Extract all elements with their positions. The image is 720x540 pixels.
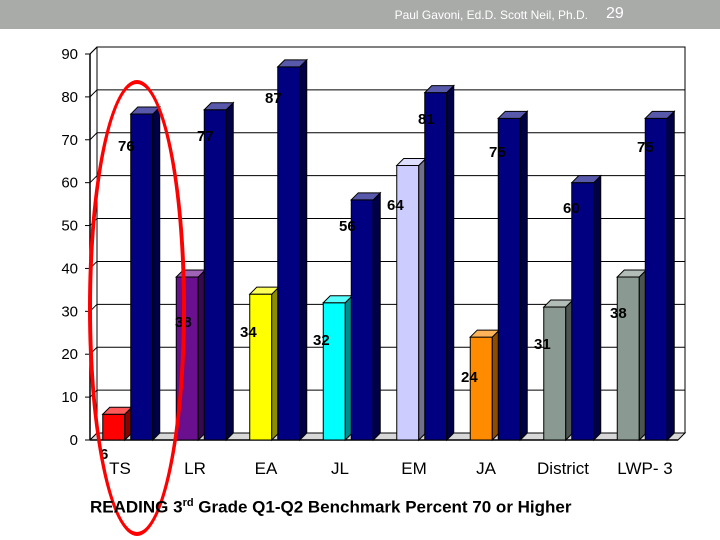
chart-caption: READING 3rd Grade Q1-Q2 Benchmark Percen…	[90, 497, 572, 518]
x-tick-label: District	[537, 459, 589, 478]
bar-q1-2	[248, 285, 280, 442]
y-tick-label: 30	[61, 303, 78, 320]
page-number: 29	[606, 5, 624, 22]
bar-q2-1-top	[203, 102, 235, 111]
data-label-q1-6: 31	[534, 336, 551, 353]
data-label-q2-3: 56	[339, 218, 356, 235]
y-tick-label: 40	[61, 260, 78, 277]
bar-q2-4-top	[423, 85, 455, 94]
x-tick-label: LR	[184, 459, 206, 478]
bar-q2-1-side	[225, 101, 234, 442]
data-label-q2-4: 81	[418, 111, 435, 128]
y-axis-top	[89, 46, 98, 55]
bar-q2-2	[276, 58, 308, 442]
bar-q1-2-front	[249, 293, 273, 441]
header-bar: Paul Gavoni, Ed.D. Scott Neil, Ph.D. 29	[0, 0, 720, 29]
data-label-q1-3: 32	[313, 332, 330, 349]
bar-q2-7-side	[666, 110, 675, 442]
bar-q2-6-top	[570, 175, 602, 184]
y-tick-label: 0	[70, 432, 78, 449]
bar-q2-6-front	[571, 182, 595, 441]
highlight-oval	[88, 80, 186, 536]
data-label-q1-2: 34	[240, 324, 257, 341]
x-tick-label: JA	[476, 459, 497, 478]
y-tick-label: 90	[61, 46, 78, 63]
bar-q2-5-front	[497, 117, 521, 441]
data-label-q2-7: 75	[637, 139, 654, 156]
x-tick-label: JL	[331, 459, 349, 478]
bar-q2-5	[497, 110, 529, 442]
bar-q1-7	[616, 268, 648, 442]
data-label-q1-5: 24	[461, 369, 478, 386]
bar-q1-5	[469, 328, 501, 442]
author-text: Paul Gavoni, Ed.D. Scott Neil, Ph.D.	[394, 8, 588, 22]
data-label-q2-2: 87	[265, 90, 282, 107]
y-tick-label: 10	[61, 389, 78, 406]
bar-q1-6	[542, 298, 574, 442]
bar-q2-3-front	[350, 199, 374, 441]
y-tick-label: 50	[61, 218, 78, 235]
bar-q1-3-front	[322, 302, 346, 441]
caption-suffix: Grade Q1-Q2 Benchmark Percent 70 or High…	[193, 497, 572, 517]
bar-q2-3	[350, 191, 382, 442]
bar-q2-2-front	[277, 66, 301, 441]
bar-q1-6-front	[543, 306, 567, 441]
bar-q2-2-top	[276, 59, 308, 68]
bar-q2-1	[203, 101, 235, 442]
y-tick-label: 80	[61, 89, 78, 106]
bar-q2-1-front	[203, 109, 227, 441]
caption-superscript: rd	[182, 497, 194, 509]
data-label-q1-7: 38	[610, 305, 627, 322]
bar-q1-4	[395, 157, 427, 442]
x-tick-label: EM	[401, 459, 427, 478]
bar-q2-7-front	[644, 117, 668, 441]
data-label-q1-4: 64	[387, 197, 404, 214]
bar-q1-7-front	[616, 276, 640, 441]
bar-q2-4	[423, 84, 455, 442]
bar-q1-3	[322, 294, 354, 442]
bar-q1-5-front	[469, 336, 493, 441]
bar-q2-6	[570, 174, 602, 442]
y-tick-label: 60	[61, 175, 78, 192]
gridline-side	[89, 132, 98, 141]
y-tick-label: 70	[61, 132, 78, 149]
bar-q2-7-top	[644, 110, 676, 119]
data-label-q2-5: 75	[489, 144, 506, 161]
bar-q2-3-top	[350, 192, 382, 201]
y-tick-label: 20	[61, 346, 78, 363]
caption-prefix: READING 3	[90, 497, 183, 517]
bar-q2-5-top	[497, 110, 529, 119]
gridline-side	[89, 89, 98, 98]
bar-q2-6-side	[593, 174, 602, 442]
bar-q2-2-side	[299, 58, 308, 442]
bar-q2-4-side	[446, 84, 455, 442]
x-tick-label: LWP- 3	[617, 459, 672, 478]
bar-q2-7	[644, 110, 676, 442]
bar-q2-3-side	[372, 191, 381, 442]
data-label-q2-6: 60	[563, 200, 580, 217]
x-tick-label: EA	[255, 459, 278, 478]
data-label-q2-1: 77	[197, 128, 214, 145]
bar-q2-4-front	[424, 92, 448, 441]
bar-q2-5-side	[519, 110, 528, 442]
